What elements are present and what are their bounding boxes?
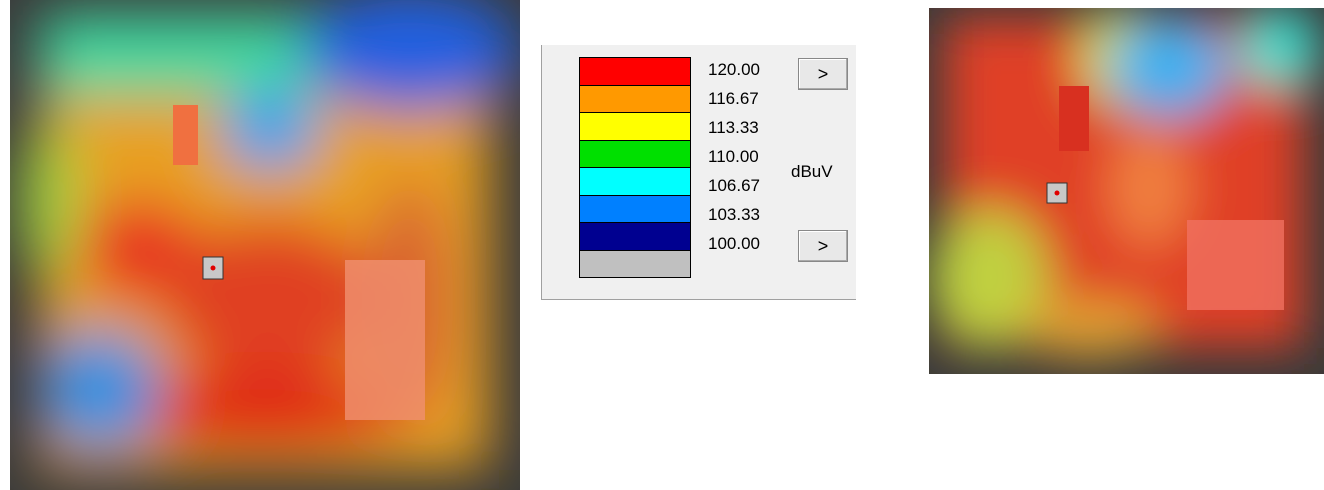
legend-label: 113.33 — [708, 118, 759, 138]
legend-label: 106.67 — [708, 176, 760, 196]
heatmap-left — [10, 0, 520, 490]
legend-button[interactable]: > — [798, 230, 848, 262]
legend-panel: dBuV > > 120.00 116.67 113.33 110.00 106.67 1… — [541, 45, 856, 300]
legend-swatch — [579, 85, 691, 114]
legend-swatch — [579, 167, 691, 196]
legend-swatch — [579, 250, 691, 279]
legend-swatch — [579, 222, 691, 251]
legend-label: 103.33 — [708, 205, 760, 225]
page: {"legend": {"levels": [ {"label": "120.0… — [0, 0, 1324, 490]
legend-swatch — [579, 112, 691, 141]
legend-label: 120.00 — [708, 60, 760, 80]
heatmap-right — [929, 8, 1324, 374]
legend-unit: dBuV — [791, 162, 833, 182]
legend-swatch — [579, 57, 691, 86]
legend-swatch — [579, 140, 691, 169]
legend-label: 100.00 — [708, 234, 760, 254]
legend-label: 110.00 — [708, 147, 759, 167]
legend-swatch — [579, 195, 691, 224]
screen: dBuV > > 120.00 116.67 113.33 110.00 106.67 1… — [0, 0, 1324, 490]
legend-label: 116.67 — [708, 89, 759, 109]
legend-button[interactable]: > — [798, 58, 848, 90]
